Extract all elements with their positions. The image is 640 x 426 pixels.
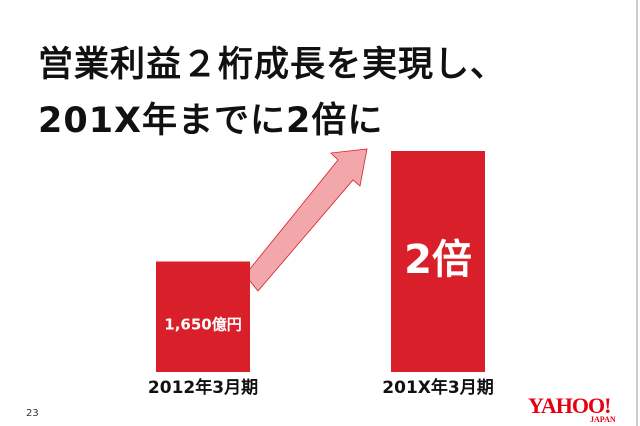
slide-edge [636, 0, 638, 426]
title-line-1: 営業利益２桁成長を実現し、 [38, 45, 507, 85]
data-label-2: 2倍 [404, 237, 472, 283]
bar-1 [156, 261, 250, 372]
logo-main: YAHOO! [528, 393, 611, 418]
category-label-2: 201X年3月期 [382, 377, 493, 398]
bar-2 [391, 151, 485, 372]
growth-arrow [244, 148, 368, 292]
page-number: 23 [26, 408, 39, 419]
data-label-1: 1,650億円 [164, 316, 241, 334]
yahoo-japan-logo: YAHOO! JAPAN [528, 393, 616, 424]
category-label-1: 2012年3月期 [148, 377, 258, 398]
logo-sub: JAPAN [590, 415, 616, 424]
title-line-2: 201X年までに2倍に [38, 101, 384, 141]
